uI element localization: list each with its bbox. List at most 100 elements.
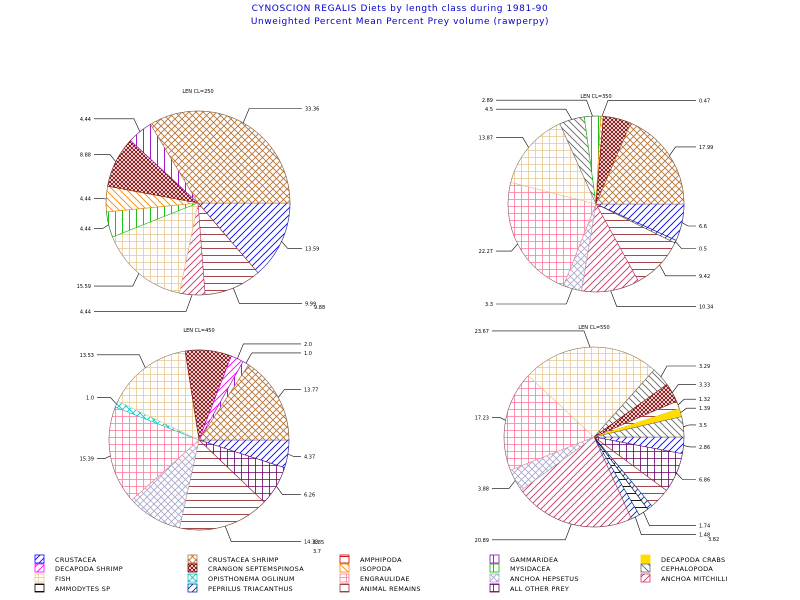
pie-title: LEN CL=350 bbox=[580, 94, 611, 100]
slice-value-label: 0.5 bbox=[699, 247, 707, 253]
legend-label-decapoda_shrimp: DECAPODA SHRIMP bbox=[55, 565, 123, 573]
legend-label-all_other: ALL OTHER PREY bbox=[510, 585, 569, 593]
legend-label-engraulidae: ENGRAULIDAE bbox=[360, 575, 410, 583]
legend-swatch-opisthonema bbox=[187, 573, 198, 583]
leader-line bbox=[94, 224, 109, 229]
leader-line bbox=[675, 241, 696, 249]
legend-label-anchoa_mitchilli: ANCHOA MITCHILLI bbox=[661, 575, 728, 583]
leader-line bbox=[94, 294, 193, 312]
slice-value-label: 15.59 bbox=[77, 284, 91, 290]
legend-swatch-animal_remains bbox=[339, 583, 350, 593]
leader-line bbox=[94, 154, 117, 162]
legend-label-decapoda_crabs: DECAPODA CRABS bbox=[661, 556, 725, 564]
slice-value-label: 0.47 bbox=[699, 98, 710, 104]
slice-value-label: 4.44 bbox=[80, 227, 91, 233]
legend-label-cephalopoda: CEPHALOPODA bbox=[661, 565, 713, 573]
legend-swatch-gammaridea bbox=[489, 554, 500, 564]
leader-line bbox=[680, 407, 696, 413]
legend-swatch-crangon bbox=[187, 563, 198, 573]
legend: CRUSTACEA CRUSTACEA SHRIMP AMPHIPODA GAMMAR… bbox=[34, 554, 728, 593]
slice-value-label: 9.42 bbox=[699, 274, 710, 280]
leader-line bbox=[601, 100, 696, 117]
leader-line bbox=[683, 424, 696, 427]
legend-label-crustacea: CRUSTACEA bbox=[55, 556, 97, 564]
legend-label-fish: FISH bbox=[55, 575, 71, 583]
leader-line bbox=[683, 445, 696, 448]
pie-title: LEN CL=250 bbox=[182, 89, 213, 95]
pie-outline bbox=[105, 110, 291, 296]
leader-line bbox=[94, 118, 141, 132]
slice-value-label: 1.48 bbox=[699, 533, 710, 539]
legend-label-mysidacea: MYSIDACEA bbox=[510, 565, 551, 573]
pie-chart-4: LEN CL=550 3.29 3.33 1.32 1.39 3.5 2.86 6.86 1.7… bbox=[475, 325, 719, 544]
slice-value-label: 10.34 bbox=[699, 304, 713, 310]
slice-value-label: 1.74 bbox=[699, 524, 710, 530]
slice-value-label: 15.39 bbox=[80, 457, 94, 463]
slice-value-label: 3.88 bbox=[478, 486, 489, 492]
slice-value-label: 13.77 bbox=[304, 388, 318, 394]
extra-value-label: 3.7 bbox=[313, 549, 321, 555]
leader-line bbox=[677, 398, 696, 406]
legend-swatch-cephalopoda bbox=[640, 563, 651, 573]
legend-swatch-anchoa_hepsetus bbox=[489, 573, 500, 583]
slice-value-label: 3.5 bbox=[699, 423, 707, 429]
leader-line bbox=[496, 288, 573, 305]
legend-label-amphipoda: AMPHIPODA bbox=[360, 556, 402, 564]
extra-value-label: 9.88 bbox=[314, 305, 325, 311]
leader-line bbox=[660, 365, 696, 377]
extra-value-label: 3.82 bbox=[708, 537, 719, 543]
legend-swatch-decapoda_shrimp bbox=[34, 563, 45, 573]
slice-value-label: 4.5 bbox=[485, 107, 493, 113]
legend-swatch-engraulidae bbox=[339, 573, 350, 583]
pie-outline bbox=[503, 346, 685, 528]
slice-value-label: 17.99 bbox=[699, 145, 713, 151]
leader-line bbox=[97, 354, 146, 368]
legend-label-crustacea_shrimp: CRUSTACEA SHRIMP bbox=[208, 556, 279, 564]
leader-line bbox=[635, 516, 696, 536]
slice-value-label: 13.59 bbox=[305, 246, 319, 252]
slice-value-label: 22.27 bbox=[479, 249, 493, 255]
slice-value-label: 4.44 bbox=[80, 309, 91, 315]
slice-value-label: 8.88 bbox=[80, 152, 91, 158]
slice-value-label: 6.6 bbox=[699, 224, 707, 230]
leader-line bbox=[94, 273, 140, 287]
slice-value-label: 14.33 bbox=[304, 540, 318, 546]
slice-value-label: 23.67 bbox=[475, 329, 489, 335]
slice-value-label: 1.39 bbox=[699, 406, 710, 412]
slice-value-label: 2.0 bbox=[304, 342, 312, 348]
slice-value-label: 3.29 bbox=[699, 364, 710, 370]
leader-line bbox=[287, 453, 301, 457]
slice-value-label: 4.44 bbox=[80, 196, 91, 202]
chart-subtitle: Unweighted Percent Mean Percent Prey vol… bbox=[250, 17, 550, 27]
legend-swatch-decapoda_crabs bbox=[640, 554, 651, 564]
leader-line bbox=[672, 384, 696, 393]
slice-value-label: 3.33 bbox=[699, 383, 710, 389]
leader-line bbox=[492, 480, 516, 489]
slice-value-label: 20.89 bbox=[475, 538, 489, 544]
leader-line bbox=[94, 198, 107, 200]
leader-line bbox=[233, 287, 302, 304]
leader-line bbox=[278, 389, 301, 398]
chart-title: CYNOSCION REGALIS Diets by length class … bbox=[251, 4, 549, 14]
slice-value-label: 1.0 bbox=[304, 351, 312, 357]
leader-line bbox=[659, 264, 696, 277]
slice-value-label: 4.44 bbox=[80, 117, 91, 123]
legend-label-anchoa_hepsetus: ANCHOA HEPSETUS bbox=[510, 575, 579, 583]
legend-label-crangon: CRANGON SEPTEMSPINOSA bbox=[208, 565, 304, 573]
leader-line bbox=[276, 485, 301, 495]
slice-value-label: 2.86 bbox=[699, 445, 710, 451]
legend-label-isopoda: ISOPODA bbox=[360, 565, 392, 573]
leader-line bbox=[496, 243, 518, 252]
leader-line bbox=[496, 137, 529, 148]
leader-line bbox=[97, 455, 111, 460]
leader-line bbox=[242, 108, 302, 124]
legend-swatch-fish bbox=[34, 573, 45, 583]
pie-title: LEN CL=450 bbox=[183, 328, 214, 334]
pie-title: LEN CL=550 bbox=[578, 325, 609, 331]
pie-chart-2: LEN CL=350 0.47 17.99 6.6 0.5 9.42 10.34 2.89 4.… bbox=[479, 94, 714, 310]
leader-line bbox=[681, 222, 696, 227]
legend-swatch-ammodytes bbox=[34, 583, 45, 593]
legend-swatch-crustacea bbox=[34, 554, 45, 564]
leader-line bbox=[643, 512, 696, 527]
